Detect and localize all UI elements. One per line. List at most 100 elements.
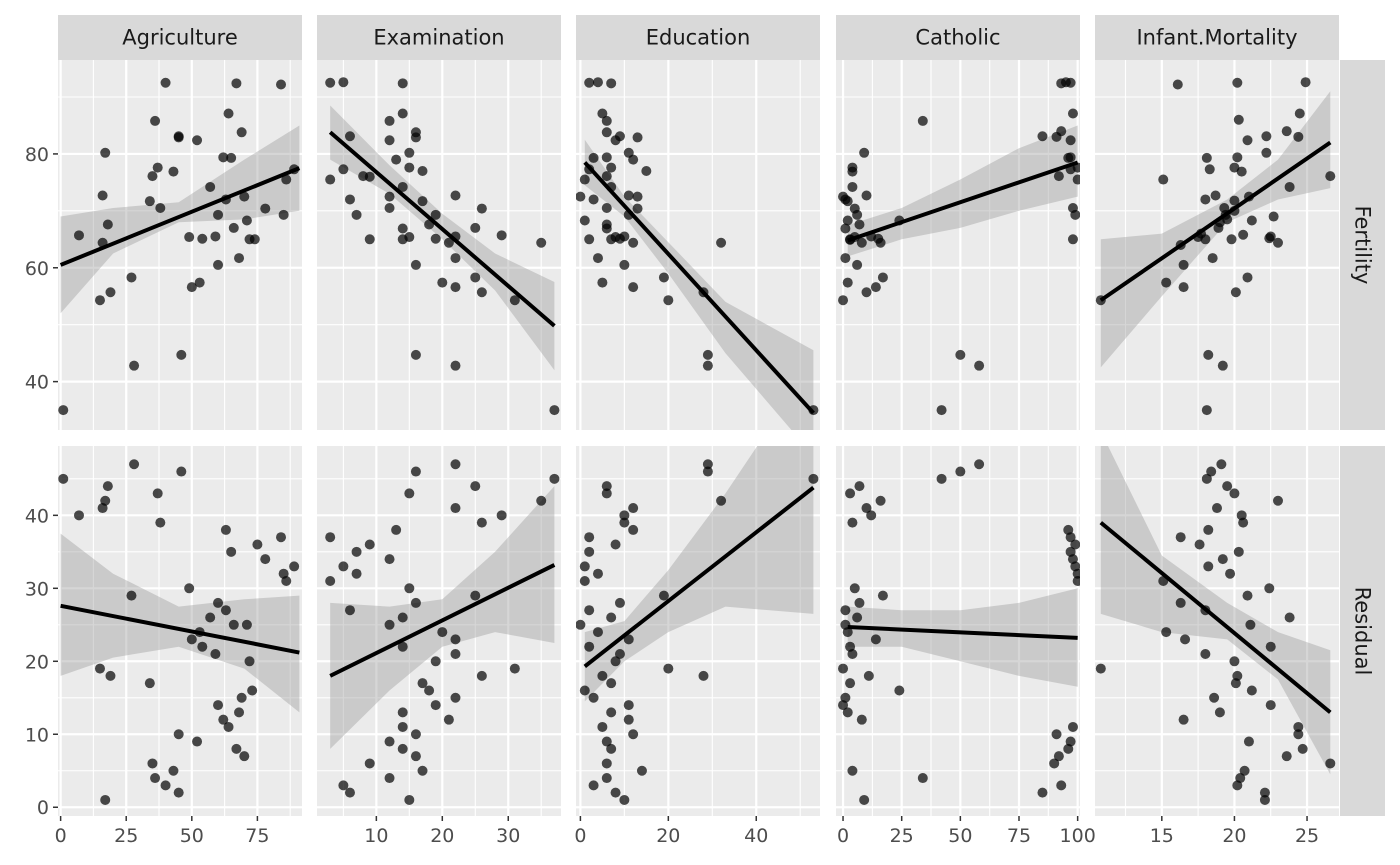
data-point [384, 554, 395, 565]
data-point [663, 295, 674, 306]
data-point [210, 648, 221, 659]
data-point [859, 794, 870, 805]
data-point [702, 349, 713, 360]
panel-grid [58, 60, 302, 430]
data-point [168, 765, 179, 776]
data-point [1222, 481, 1233, 492]
data-point [410, 349, 421, 360]
data-point [126, 272, 137, 283]
data-point [1200, 194, 1211, 205]
data-point [601, 127, 612, 138]
data-point [102, 219, 113, 230]
data-point [351, 568, 362, 579]
data-point [579, 685, 590, 696]
data-point [410, 729, 421, 740]
data-point [338, 164, 349, 175]
data-point [184, 232, 195, 243]
data-point [1056, 780, 1067, 791]
data-point [597, 721, 608, 732]
data-point [220, 524, 231, 535]
data-point [1281, 126, 1292, 137]
data-point [213, 597, 224, 608]
data-point [1294, 108, 1305, 119]
data-point [1284, 612, 1295, 623]
data-point [1201, 405, 1212, 416]
data-point [397, 641, 408, 652]
data-point [601, 481, 612, 492]
data-point [1229, 656, 1240, 667]
data-point [94, 295, 105, 306]
data-point [247, 685, 258, 696]
data-point [619, 517, 630, 528]
data-point [231, 743, 242, 754]
data-point [838, 295, 849, 306]
fit-line [583, 161, 815, 415]
data-point [351, 209, 362, 220]
x-tick-label: 20 [1222, 825, 1246, 847]
data-point [397, 612, 408, 623]
data-point [623, 714, 634, 725]
column-strip-infant-mortality: Infant.Mortality [1095, 15, 1339, 60]
data-point [845, 678, 856, 689]
data-point [870, 634, 881, 645]
x-tick-label: 25 [114, 825, 138, 847]
data-point [1201, 473, 1212, 484]
data-point [364, 234, 375, 245]
data-point [404, 583, 415, 594]
confidence-band [60, 533, 300, 713]
x-tick-label: 100 [1060, 825, 1096, 847]
data-point [476, 287, 487, 298]
data-point [614, 597, 625, 608]
fit-line [1099, 521, 1332, 714]
data-point [842, 215, 853, 226]
data-point [536, 495, 547, 506]
panel-agriculture-residual [58, 446, 302, 816]
data-point [404, 794, 415, 805]
data-point [1049, 758, 1060, 769]
data-point [1238, 517, 1249, 528]
panel-data [325, 459, 560, 805]
data-point [404, 232, 415, 243]
data-point [1265, 641, 1276, 652]
data-point [1229, 195, 1240, 206]
data-point [236, 127, 247, 138]
data-point [1259, 787, 1270, 798]
data-point [1297, 743, 1308, 754]
x-tick-label: 15 [1150, 825, 1174, 847]
data-point [364, 171, 375, 182]
data-point [205, 181, 216, 192]
data-point [549, 405, 560, 416]
column-strip-education: Education [576, 15, 820, 60]
data-point [877, 272, 888, 283]
data-point [417, 765, 428, 776]
data-point [1095, 663, 1106, 674]
data-point [1293, 721, 1304, 732]
data-point [579, 174, 590, 185]
data-point [1200, 234, 1211, 245]
x-tick-label: 30 [496, 825, 520, 847]
data-point [838, 663, 849, 674]
data-point [325, 77, 336, 88]
data-point [840, 223, 851, 234]
data-point [450, 692, 461, 703]
fit-line [328, 130, 556, 328]
y-tick-label: 40 [25, 505, 49, 527]
data-point [974, 360, 985, 371]
confidence-band [60, 125, 300, 314]
x-tick-label: 25 [1295, 825, 1319, 847]
data-point [450, 282, 461, 293]
data-point [936, 405, 947, 416]
data-point [870, 282, 881, 293]
data-point [847, 517, 858, 528]
data-point [619, 794, 630, 805]
x-tick-label: 25 [890, 825, 914, 847]
data-point [150, 773, 161, 784]
data-point [1065, 77, 1076, 88]
data-point [176, 349, 187, 360]
column-strip-background [1095, 15, 1339, 60]
data-point [1178, 282, 1189, 293]
data-point [702, 466, 713, 477]
data-point [856, 714, 867, 725]
panel-background [576, 60, 820, 430]
panel-grid [576, 60, 820, 430]
